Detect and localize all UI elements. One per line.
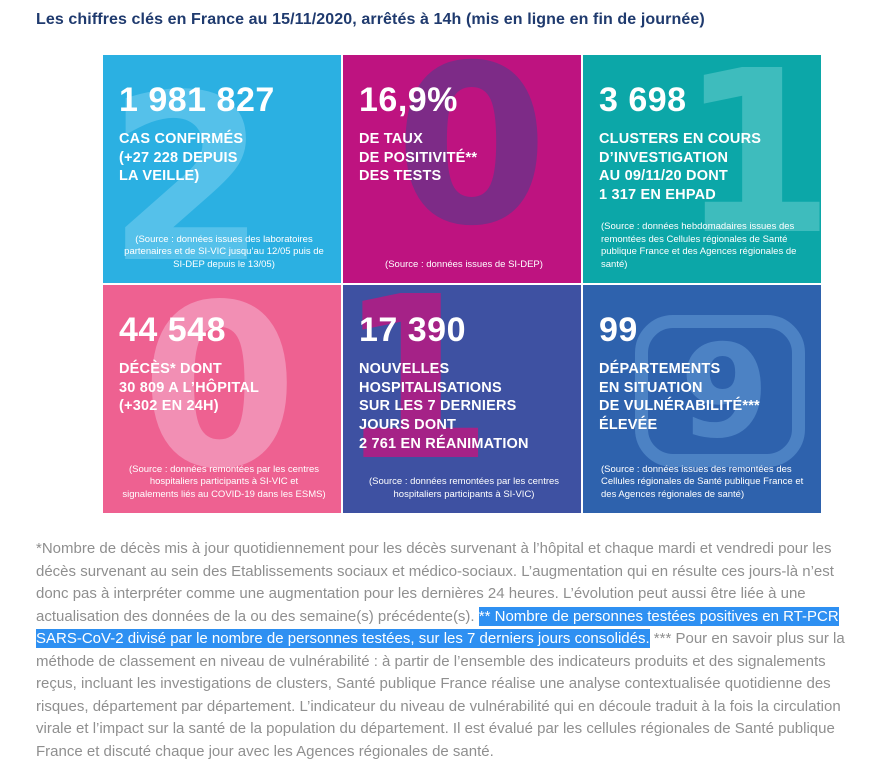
stat-value: 99 <box>599 311 638 349</box>
tile-content: 44 548 DÉCÈS* DONT 30 809 A L’HÔPITAL (+… <box>103 285 341 513</box>
stat-value: 3 698 <box>599 81 687 119</box>
tile-nouvelles-hospitalisations: 1 17 390 NOUVELLES HOSPITALISATIONS SUR … <box>343 285 581 513</box>
stat-value: 17 390 <box>359 311 466 349</box>
stat-value: 44 548 <box>119 311 226 349</box>
stat-source: (Source : données hebdomadaires issues d… <box>601 220 797 271</box>
stat-source: (Source : données issues des remontées d… <box>601 463 804 501</box>
stat-value: 1 981 827 <box>119 81 275 119</box>
stat-source: (Source : données remontées par les cent… <box>122 463 326 501</box>
stat-label: NOUVELLES HOSPITALISATIONS SUR LES 7 DER… <box>359 360 529 453</box>
stat-label: CAS CONFIRMÉS (+27 228 DEPUIS LA VEILLE) <box>119 130 244 185</box>
stat-label: DÉPARTEMENTS EN SITUATION DE VULNÉRABILI… <box>599 360 760 434</box>
footnote-part1: *Nombre de décès mis à jour quotidiennem… <box>36 540 834 625</box>
tile-content: 1 981 827 CAS CONFIRMÉS (+27 228 DEPUIS … <box>103 55 341 283</box>
tile-content: 3 698 CLUSTERS EN COURS D’INVESTIGATION … <box>583 55 821 283</box>
tile-clusters-investigation: 1 3 698 CLUSTERS EN COURS D’INVESTIGATIO… <box>583 55 821 283</box>
tile-content: 17 390 NOUVELLES HOSPITALISATIONS SUR LE… <box>343 285 581 513</box>
stats-grid: 2 1 981 827 CAS CONFIRMÉS (+27 228 DEPUI… <box>103 55 821 513</box>
tile-deces: 0 44 548 DÉCÈS* DONT 30 809 A L’HÔPITAL … <box>103 285 341 513</box>
tile-cas-confirmes: 2 1 981 827 CAS CONFIRMÉS (+27 228 DEPUI… <box>103 55 341 283</box>
stat-source: (Source : données issues de SI-DEP) <box>385 259 543 271</box>
page-title: Les chiffres clés en France au 15/11/202… <box>36 11 705 28</box>
footnotes-paragraph: *Nombre de décès mis à jour quotidiennem… <box>36 538 862 763</box>
footnote-part2: *** Pour en savoir plus sur la méthode d… <box>36 630 845 760</box>
tile-taux-positivite: 0 16,9% DE TAUX DE POSITIVITÉ** DES TEST… <box>343 55 581 283</box>
tile-content: 16,9% DE TAUX DE POSITIVITÉ** DES TESTS … <box>343 55 581 283</box>
stat-label: CLUSTERS EN COURS D’INVESTIGATION AU 09/… <box>599 130 762 204</box>
stat-label: DE TAUX DE POSITIVITÉ** DES TESTS <box>359 130 478 185</box>
tile-content: 99 DÉPARTEMENTS EN SITUATION DE VULNÉRAB… <box>583 285 821 513</box>
tile-departements-vulnerabilite: 9 99 DÉPARTEMENTS EN SITUATION DE VULNÉR… <box>583 285 821 513</box>
stat-value: 16,9% <box>359 81 458 119</box>
stat-label: DÉCÈS* DONT 30 809 A L’HÔPITAL (+302 EN … <box>119 360 260 415</box>
stat-source: (Source : données issues des laboratoire… <box>124 233 324 271</box>
stat-source: (Source : données remontées par les cent… <box>368 476 560 501</box>
